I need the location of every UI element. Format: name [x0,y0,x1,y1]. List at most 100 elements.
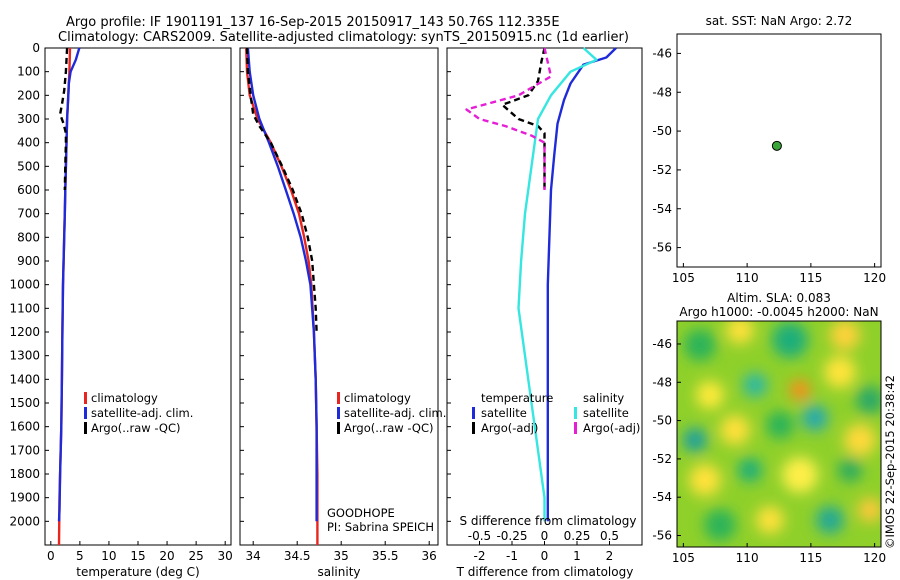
map-x-tick-label: 105 [672,551,695,565]
sst-map-area [676,33,882,268]
x-top-tick-label: -0.25 [496,529,527,543]
sla-anomaly-blob [830,321,860,350]
sla-map-title-line1: Altim. SLA: 0.083 [727,291,831,305]
depth-axis: 0 100 200 300 400 500 600 700 800 900 1000 1100 1200… [9,41,451,528]
sla-anomaly-blob [684,329,716,361]
salinity-legend: climatology satellite-adj. clim. Argo(..… [337,391,446,435]
depth-tick-label: 700 [17,207,40,221]
legend-label-climatology: climatology [91,391,158,405]
x-tick-label: 0 [47,549,55,563]
depth-tick-label: 900 [17,254,40,268]
salinity-xlabel: salinity [317,565,360,579]
sla-map-axes: 105 110 115 120 -46 -48 -50 -52 -54 -56 [652,337,886,565]
sla-anomaly-blob [743,373,767,397]
depth-tick-label: 600 [17,183,40,197]
legend-swatch-t-argo [472,422,475,434]
depth-tick-label: 1900 [9,491,40,505]
legend-swatch-s-satellite [574,407,577,419]
sla-anomaly-blob [782,457,818,493]
depth-tick-label: 1500 [9,396,40,410]
legend-label-climatology: climatology [344,391,411,405]
depth-tick-label: 200 [17,88,40,102]
x-tick-label: 35.5 [372,549,399,563]
x-tick-label: 2 [606,549,614,563]
depth-tick-label: 1100 [9,301,40,315]
sla-anomaly-blob [856,386,881,414]
sla-anomaly-blob [704,509,736,541]
map-y-tick-label: -50 [652,414,672,428]
float-project: GOODHOPE [327,506,395,520]
sla-anomaly-blob [689,464,721,496]
x-tick-label: 36 [422,549,437,563]
legend-swatch-satellite [337,407,340,419]
depth-tick-label: 1000 [9,278,40,292]
legend-swatch-argo [337,422,340,434]
depth-tick-label: 1200 [9,325,40,339]
sla-anomaly-blob [738,458,762,482]
legend-swatch-s-argo [574,422,577,434]
depth-tick-label: 1300 [9,349,40,363]
map-x-tick-label: 120 [863,551,886,565]
series-line [517,47,598,522]
sla-anomaly-blob [766,411,794,439]
x-tick-label: 25 [188,549,203,563]
salinity-plot-area [239,47,439,546]
map-y-tick-label: -50 [652,124,672,138]
figure-title-line2: Climatology: CARS2009. Satellite-adjuste… [58,30,629,45]
series-line [245,47,318,333]
legend-label-s-satellite: satellite [583,406,629,420]
legend-header-temperature: temperature [481,391,553,405]
map-y-tick-label: -56 [652,241,672,255]
map-y-tick-label: -54 [652,202,672,216]
legend-swatch-satellite [84,407,87,419]
sla-anomaly-blob [683,428,707,452]
sla-field [677,321,881,547]
series-line [58,47,69,191]
sla-anomaly-blob [696,381,724,409]
salinity-panel: 34 34.5 35 35.5 36 [245,47,437,563]
sst-map-title: sat. SST: NaN Argo: 2.72 [706,14,853,28]
map-x-tick-label: 110 [736,551,759,565]
legend-label-argo: Argo(..raw -QC) [344,421,434,435]
float-pi: PI: Sabrina SPEICH [327,520,434,534]
sla-anomaly-blobs [683,321,881,541]
legend-header-salinity: salinity [583,391,624,405]
depth-tick-label: 300 [17,112,40,126]
sla-anomaly-blob [858,498,881,522]
x-top-tick-label: 0.5 [600,529,619,543]
x-tick-label: 1 [573,549,581,563]
map-y-tick-label: -52 [652,163,672,177]
x-tick-label: 20 [159,549,174,563]
depth-tick-label: 1800 [9,467,40,481]
x-top-tick-label: -0.5 [468,529,491,543]
depth-tick-label: 500 [17,159,40,173]
series-line [546,47,617,522]
float-position-marker [771,140,782,151]
x-tick-label: -2 [474,549,486,563]
sla-map-title-line2: Argo h1000: -0.0045 h2000: NaN [679,305,878,319]
sla-anomaly-blob [802,405,828,431]
map-x-tick-label: 115 [799,551,822,565]
sla-anomaly-blob [844,424,876,456]
depth-tick-label: 0 [32,41,40,55]
sla-anomaly-blob [756,506,784,534]
map-y-tick-label: -46 [652,337,672,351]
sla-map-frame [676,320,882,548]
legend-label-satellite: satellite-adj. clim. [344,406,446,420]
map-y-tick-label: -54 [652,490,672,504]
series-line [501,47,546,190]
difference-xlabel: T difference from climatology [456,565,634,579]
legend-label-t-satellite: satellite [481,406,527,420]
x-tick-label: 0 [541,549,549,563]
temperature-xlabel: temperature (deg C) [76,565,199,579]
legend-swatch-climatology [337,392,340,404]
depth-tick-label: 800 [17,230,40,244]
map-x-tick-label: 105 [672,271,695,285]
map-y-tick-label: -46 [652,46,672,60]
x-tick-label: 5 [76,549,84,563]
sst-map: 105 110 115 120 -46 -48 -50 -52 -54 -56 [652,46,886,285]
x-tick-label: 30 [218,549,233,563]
sla-anomaly-blob [790,380,810,400]
x-tick-label: 35 [334,549,349,563]
